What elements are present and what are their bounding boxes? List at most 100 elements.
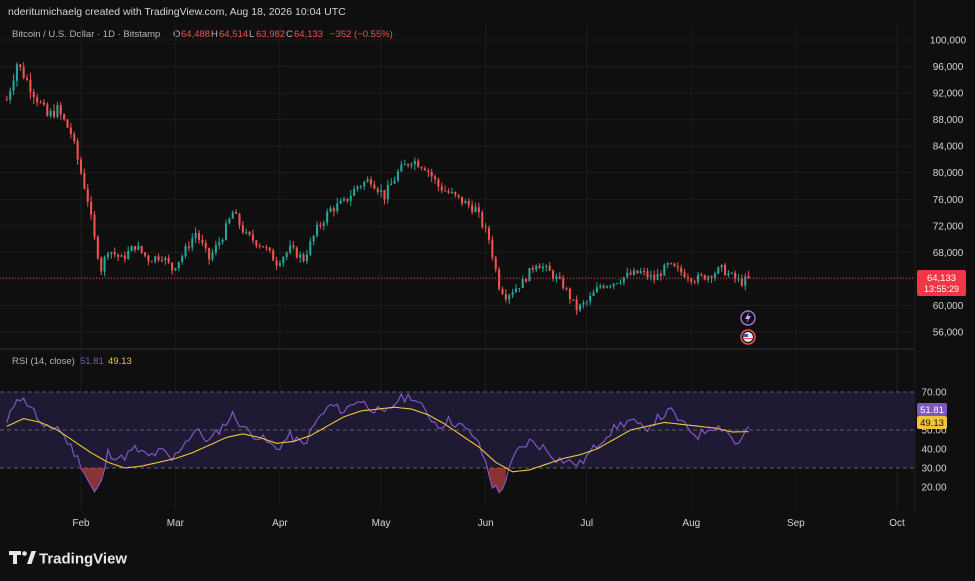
candle-body (59, 105, 62, 115)
candle-body (437, 179, 440, 187)
candle-body (373, 184, 376, 189)
candle-body (548, 265, 551, 271)
candle-body (450, 191, 453, 193)
lightning-event-icon[interactable] (740, 310, 756, 326)
last-price-value: 64,133 (927, 273, 956, 284)
candle-body (197, 232, 201, 240)
price-tick-label: 80,000 (933, 168, 964, 179)
rsi-tick-label: 30.00 (921, 464, 946, 475)
candle-body (79, 159, 83, 174)
candle-body (734, 272, 737, 279)
candle-body (154, 256, 157, 262)
symbol-legend[interactable]: Bitcoin / U.S. Dollar · 1D · Bitstamp O … (12, 29, 393, 40)
candle-body (86, 188, 89, 202)
candle-body (272, 250, 275, 261)
candle-body (9, 90, 12, 100)
candle-body (595, 287, 598, 293)
candle-body (430, 171, 433, 177)
candle-body (376, 188, 379, 192)
candle-body (285, 252, 288, 258)
candle-body (349, 195, 352, 202)
candle-body (525, 279, 528, 282)
candle-body (396, 171, 400, 181)
candle-body (66, 119, 69, 128)
time-tick-label: May (372, 518, 391, 529)
change-value: −352 (−0.55%) (330, 29, 393, 40)
candle-body (541, 266, 544, 269)
candle-body (390, 183, 393, 186)
candle-body (221, 239, 224, 243)
candle-body (447, 190, 450, 193)
candle-body (312, 235, 315, 242)
candle-body (265, 247, 268, 249)
candle-body (703, 275, 706, 280)
candle-body (616, 283, 619, 285)
candle-body (251, 234, 255, 241)
candle-body (356, 186, 359, 189)
candle-body (467, 201, 470, 206)
candle-body (278, 263, 281, 266)
rsi-tick-label: 70.00 (921, 388, 946, 399)
candle-body (535, 265, 538, 270)
candle-body (481, 212, 484, 227)
candle-body (440, 186, 443, 191)
candle-body (737, 278, 740, 280)
candle-body (531, 267, 534, 270)
last-price-badge: 64,133 13:55:29 (917, 270, 966, 296)
candle-body (680, 267, 683, 273)
candle-body (649, 275, 652, 277)
candle-body (93, 214, 96, 237)
low-label: L (249, 29, 254, 40)
candle-body (545, 265, 548, 267)
tradingview-logo[interactable]: TradingView (9, 551, 127, 568)
candle-body (336, 203, 339, 212)
candle-body (170, 262, 174, 271)
rsi-line (6, 392, 750, 494)
candle-body (565, 288, 568, 290)
candle-body (258, 245, 261, 247)
candle-body (262, 246, 265, 248)
candle-body (191, 238, 194, 248)
rsi-oversold-fill (81, 468, 105, 492)
candle-body (22, 67, 25, 79)
rsi-band (0, 391, 915, 469)
rsi-badge-value: 51.81 (920, 405, 944, 416)
candle-body (359, 186, 362, 188)
price-tick-label: 88,000 (933, 115, 964, 126)
price-tick-label: 68,000 (933, 248, 964, 259)
candle-body (73, 133, 76, 142)
rsi-legend[interactable]: RSI (14, close) 51.81 49.13 (12, 356, 132, 367)
time-axis[interactable]: Feb Mar Apr May Jun Jul Aug Sep Oct (72, 518, 905, 529)
candle-body (228, 218, 231, 224)
candle-body (673, 263, 676, 267)
candle-body (292, 245, 295, 248)
candle-body (167, 257, 170, 263)
time-tick-label: Jul (580, 518, 593, 529)
candle-body (332, 208, 335, 212)
rsi-ma-value-badge: 49.13 (917, 416, 947, 429)
candle-body (144, 252, 147, 256)
rsi-title: RSI (14, close) (12, 356, 75, 367)
candle-body (305, 254, 308, 261)
candle-body (646, 271, 649, 277)
us-flag-event-icon[interactable] (740, 329, 756, 345)
time-tick-label: Feb (72, 518, 90, 529)
candle-body (130, 246, 133, 251)
candle-body (592, 292, 595, 296)
rsi-ma-badge-value: 49.13 (920, 418, 944, 429)
candle-body (589, 295, 592, 302)
candle-body (501, 288, 504, 294)
candle-body (643, 271, 646, 273)
candle-body (568, 288, 571, 300)
candle-body (599, 285, 602, 288)
candle-body (299, 254, 302, 258)
candle-body (423, 168, 426, 171)
candle-body (410, 164, 413, 166)
candle-body (309, 241, 312, 255)
candle-body (329, 208, 332, 212)
candle-body (380, 190, 383, 192)
rsi-value-badge: 51.81 (917, 403, 947, 416)
candle-body (619, 282, 622, 284)
